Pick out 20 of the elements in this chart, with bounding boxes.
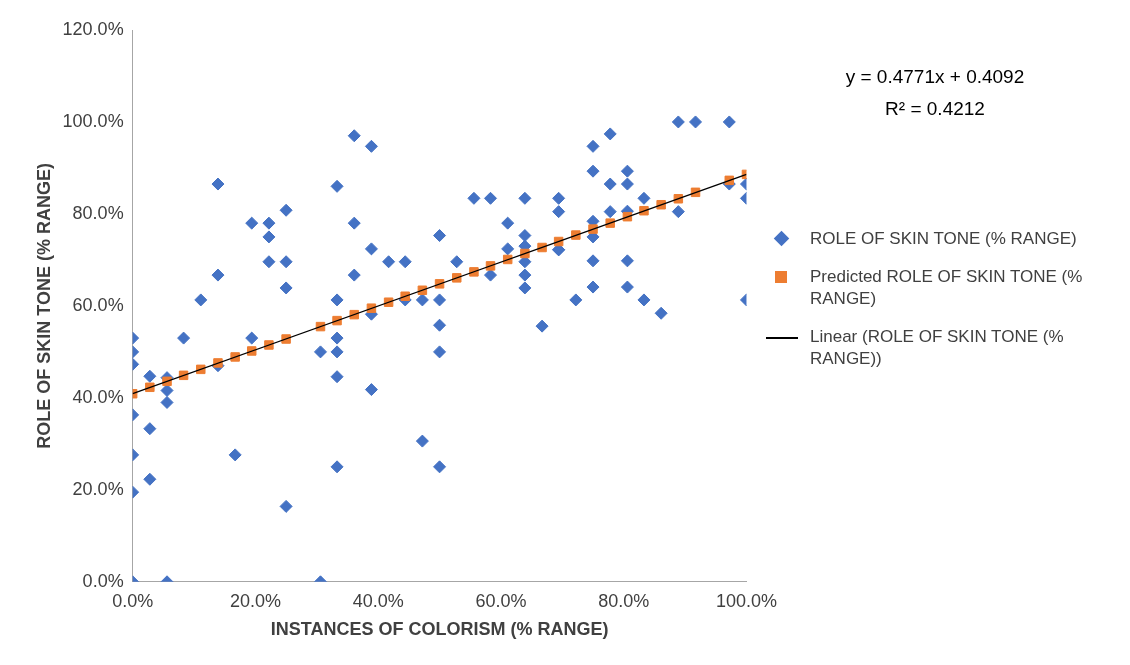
y-tick-label: 20.0% — [72, 478, 124, 499]
y-tick-label: 120.0% — [62, 18, 124, 39]
y-tick-label: 60.0% — [72, 294, 124, 315]
y-tick-label: 80.0% — [72, 202, 124, 223]
x-tick-label: 80.0% — [598, 590, 650, 611]
x-tick-label: 20.0% — [229, 590, 281, 611]
text: R² = 0.4212 — [884, 98, 986, 120]
x-axis-title: INSTANCES OF COLORISM (% RANGE) — [270, 619, 609, 640]
x-tick-label: 40.0% — [352, 590, 404, 611]
y-axis-title: ROLE OF SKIN TONE (% RANGE) — [33, 163, 54, 449]
y-tick-label: 40.0% — [72, 386, 124, 407]
x-tick-label: 60.0% — [475, 590, 527, 611]
y-tick-label: 0.0% — [82, 570, 124, 591]
legend-label: ROLE OF SKIN TONE (% RANGE) — [810, 228, 1078, 250]
x-tick-label: 0.0% — [112, 590, 154, 611]
text: y = 0.4771x + 0.4092 — [844, 66, 1026, 88]
legend-label: Predicted ROLE OF SKIN TONE (% RANGE) — [810, 266, 1084, 310]
legend-label: Linear (ROLE OF SKIN TONE (% RANGE)) — [810, 326, 1065, 370]
y-tick-label: 100.0% — [62, 110, 124, 131]
x-tick-label: 100.0% — [715, 590, 778, 611]
